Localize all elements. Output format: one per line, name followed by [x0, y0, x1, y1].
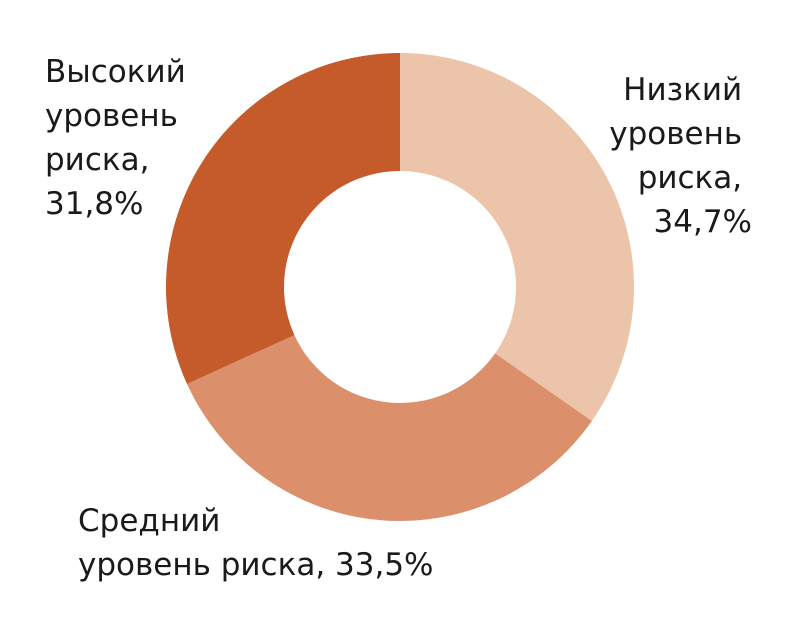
donut-slices — [165, 53, 634, 521]
slice-label-high-line-1: Высокий — [45, 54, 186, 90]
slice-label-low-line-3: риска, — [638, 160, 742, 196]
slice-label-low-line-2: уровень — [609, 116, 742, 152]
slice-label-low-line-1: Низкий — [623, 72, 742, 108]
slice-label-low: Низкий уровень риска, 34,7% — [609, 72, 752, 240]
slice-low — [400, 53, 634, 421]
slice-labels: Низкий уровень риска, 34,7% Средний уров… — [45, 54, 752, 583]
slice-label-low-value: 34,7% — [654, 204, 752, 240]
slice-label-high: Высокий уровень риска, 31,8% — [45, 54, 196, 222]
slice-label-high-line-2: уровень — [45, 98, 178, 134]
slice-label-high-value: 31,8% — [45, 186, 143, 222]
slice-label-high-line-3: риска, — [45, 142, 149, 178]
slice-label-medium: Средний уровень риска, 33,5% — [78, 503, 434, 583]
slice-medium — [187, 335, 592, 521]
slice-label-medium-line-1: Средний — [78, 503, 220, 539]
slice-label-medium-line-2: уровень риска, 33,5% — [78, 547, 434, 583]
slice-high — [165, 53, 400, 384]
